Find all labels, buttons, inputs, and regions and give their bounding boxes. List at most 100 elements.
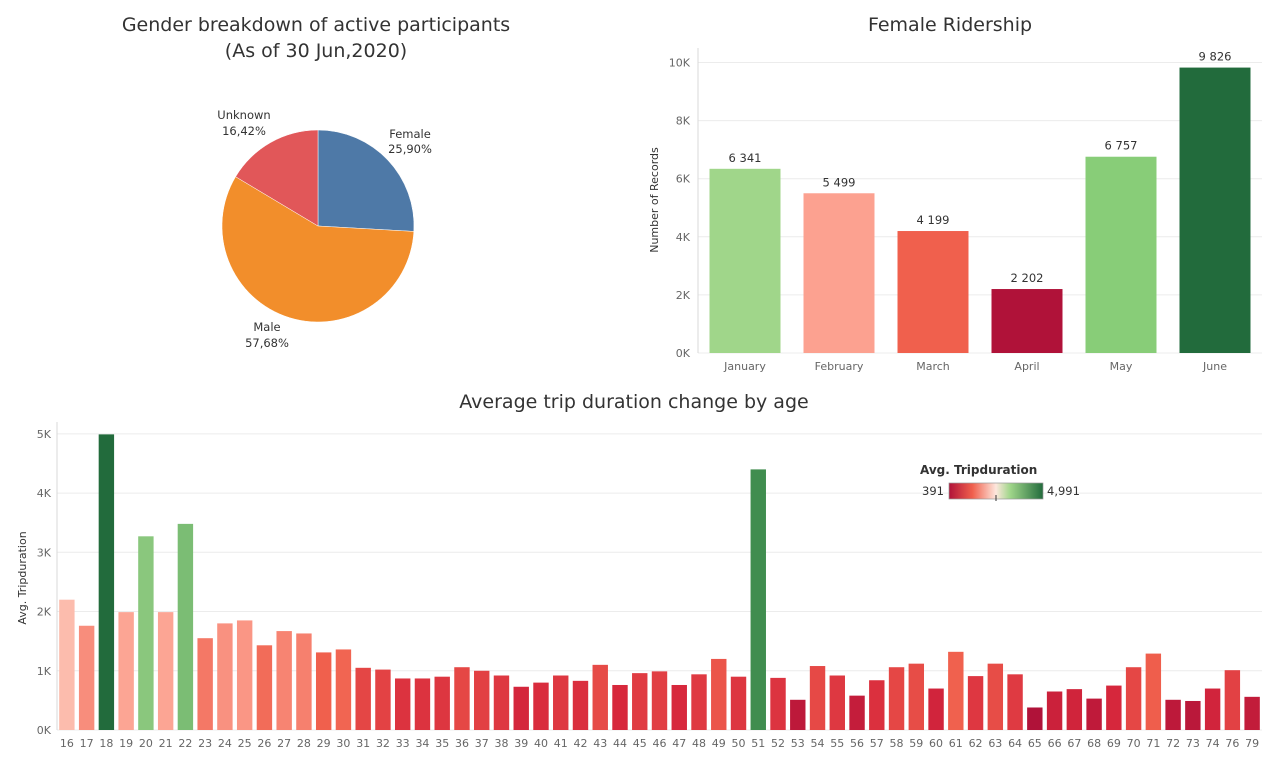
- trip-duration-bar-age-25: [236, 620, 253, 730]
- trip-duration-x-tick: 51: [751, 737, 765, 750]
- trip-duration-x-tick: 41: [554, 737, 568, 750]
- trip-duration-bar-age-59: [908, 663, 925, 730]
- trip-duration-y-tick: 5K: [37, 428, 52, 441]
- trip-duration-x-tick: 39: [514, 737, 528, 750]
- female-ridership-x-tick: February: [815, 360, 864, 373]
- trip-duration-x-tick: 67: [1067, 737, 1081, 750]
- female-ridership-y-tick: 6K: [676, 173, 691, 186]
- female-ridership-x-tick: June: [1202, 360, 1227, 373]
- trip-duration-bar-age-40: [533, 682, 549, 730]
- female-ridership-bar-april: [991, 289, 1063, 353]
- trip-duration-y-tick: 4K: [37, 487, 52, 500]
- trip-duration-bar-age-17: [78, 625, 95, 730]
- trip-duration-bar-age-43: [592, 664, 608, 730]
- trip-duration-x-tick: 19: [119, 737, 133, 750]
- pie-chart-title: Gender breakdown of active participants …: [60, 12, 572, 64]
- female-ridership-y-tick: 2K: [676, 289, 691, 302]
- trip-duration-x-tick: 59: [909, 737, 923, 750]
- legend-max-label: 4,991: [1047, 484, 1080, 498]
- trip-duration-bar-age-79: [1244, 696, 1260, 730]
- trip-duration-x-tick: 61: [949, 737, 963, 750]
- female-ridership-bar-may: [1085, 156, 1157, 353]
- trip-duration-x-tick: 16: [60, 737, 74, 750]
- trip-duration-x-tick: 36: [455, 737, 469, 750]
- trip-duration-bar-age-58: [888, 667, 905, 730]
- trip-duration-x-tick: 21: [159, 737, 173, 750]
- trip-duration-x-tick: 71: [1146, 737, 1160, 750]
- trip-duration-y-axis-title: Avg. Tripduration: [16, 531, 29, 624]
- trip-duration-bar-age-21: [157, 612, 174, 730]
- trip-duration-x-tick: 65: [1028, 737, 1042, 750]
- trip-duration-chart: 0K 1K 2K 3K 4K 5K 16 17 18 19 20 21 22 23 24 25 26 27 28 29…: [16, 422, 1262, 750]
- trip-duration-x-tick: 47: [672, 737, 686, 750]
- trip-duration-bar-age-28: [296, 633, 312, 730]
- trip-duration-x-tick: 28: [297, 737, 311, 750]
- trip-duration-bar-age-64: [1007, 674, 1023, 730]
- trip-duration-bar-age-48: [691, 674, 707, 730]
- trip-duration-x-tick: 40: [534, 737, 548, 750]
- pie-title-line2: (As of 30 Jun,2020): [224, 40, 408, 62]
- trip-duration-bar-age-35: [434, 676, 450, 730]
- trip-duration-bar-age-68: [1086, 698, 1102, 730]
- trip-duration-bar-age-27: [276, 631, 292, 730]
- trip-duration-x-tick: 30: [336, 737, 350, 750]
- trip-duration-bar-age-34: [414, 678, 431, 730]
- trip-duration-x-tick: 46: [653, 737, 667, 750]
- trip-duration-bar-age-55: [829, 675, 845, 730]
- trip-duration-bar-age-69: [1106, 685, 1122, 730]
- trip-duration-x-tick: 29: [317, 737, 331, 750]
- trip-duration-bar-age-47: [671, 684, 687, 730]
- color-legend: Avg. Tripduration 391 4,991: [920, 463, 1080, 501]
- female-ridership-value-label: 9 826: [1199, 50, 1232, 64]
- trip-duration-bar-age-62: [967, 676, 984, 730]
- trip-duration-bar-age-39: [513, 686, 529, 730]
- legend-title: Avg. Tripduration: [920, 463, 1037, 477]
- trip-duration-bar-age-67: [1066, 689, 1083, 730]
- trip-duration-x-tick: 49: [712, 737, 726, 750]
- female-ridership-chart: 0K 2K 4K 6K 8K 10K 6 341 January 5 499 February 4 …: [648, 48, 1262, 373]
- trip-duration-bar-age-54: [809, 666, 826, 730]
- trip-duration-x-tick: 43: [593, 737, 607, 750]
- pie-title-line1: Gender breakdown of active participants: [121, 14, 511, 36]
- trip-duration-y-tick: 3K: [37, 546, 52, 559]
- trip-duration-bar-age-16: [59, 599, 75, 730]
- trip-duration-x-tick: 70: [1127, 737, 1141, 750]
- trip-duration-bar-age-18: [98, 434, 115, 730]
- trip-duration-bar-age-74: [1204, 688, 1221, 730]
- trip-duration-x-tick: 44: [613, 737, 627, 750]
- trip-duration-x-tick: 37: [475, 737, 489, 750]
- pie-label-unknown-name: Unknown: [217, 108, 270, 122]
- trip-duration-x-tick: 26: [257, 737, 271, 750]
- trip-duration-x-tick: 58: [890, 737, 904, 750]
- female-ridership-value-label: 4 199: [917, 213, 950, 227]
- trip-duration-bar-age-42: [572, 680, 589, 730]
- pie-label-female-percent: 25,90%: [388, 142, 432, 156]
- trip-duration-bar-age-41: [553, 675, 569, 730]
- trip-duration-bar-age-19: [118, 612, 134, 730]
- trip-duration-x-tick: 50: [732, 737, 746, 750]
- trip-duration-title: Average trip duration change by age: [459, 391, 809, 413]
- trip-duration-bar-age-36: [454, 667, 470, 730]
- female-ridership-y-tick: 4K: [676, 231, 691, 244]
- female-ridership-bar-june: [1179, 67, 1251, 353]
- trip-duration-x-tick: 60: [929, 737, 943, 750]
- female-ridership-x-tick: March: [916, 360, 950, 373]
- trip-duration-x-tick: 18: [99, 737, 113, 750]
- trip-duration-bar-age-45: [632, 673, 648, 730]
- legend-min-label: 391: [922, 484, 944, 498]
- female-ridership-value-label: 6 341: [729, 151, 762, 165]
- pie-slice-female: [317, 129, 415, 232]
- female-ridership-bar-march: [897, 231, 969, 353]
- female-ridership-title: Female Ridership: [867, 14, 1033, 36]
- trip-duration-bar-age-72: [1165, 699, 1181, 730]
- trip-duration-x-tick: 42: [573, 737, 587, 750]
- female-ridership-bar-february: [803, 193, 875, 353]
- pie-label-female-name: Female: [389, 127, 431, 141]
- trip-duration-bar-age-20: [138, 536, 154, 730]
- trip-duration-x-tick: 38: [494, 737, 508, 750]
- pie-label-male-name: Male: [253, 320, 280, 334]
- trip-duration-x-tick: 48: [692, 737, 706, 750]
- trip-duration-bar-age-50: [730, 676, 747, 730]
- trip-duration-x-tick: 68: [1087, 737, 1101, 750]
- trip-duration-x-tick: 34: [415, 737, 429, 750]
